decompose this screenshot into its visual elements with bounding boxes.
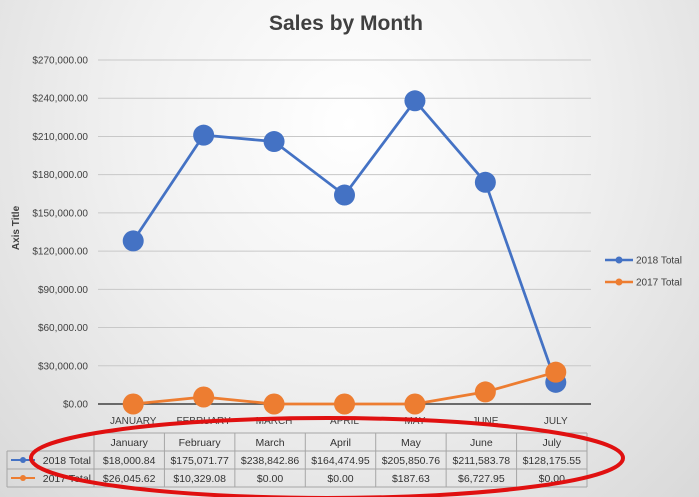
- table-legend-key-marker: [20, 475, 26, 481]
- x-tick-label: JANUARY: [110, 416, 157, 427]
- table-legend-key-marker: [20, 457, 26, 463]
- table-cell: $18,000.84: [103, 455, 156, 467]
- series-lines: [122, 90, 567, 415]
- legend-label: 2017 Total: [636, 278, 682, 289]
- y-tick-label: $240,000.00: [32, 94, 88, 105]
- table-header-cell: June: [470, 437, 493, 449]
- chart-title: Sales by Month: [269, 12, 423, 35]
- table-cell: $205,850.76: [382, 455, 441, 467]
- legend: 2018 Total 2017 Total: [605, 256, 682, 289]
- table-header-cell: April: [330, 437, 351, 449]
- data-point: [122, 393, 144, 415]
- table-row-label: 2018 Total: [43, 455, 91, 467]
- data-point: [193, 386, 215, 408]
- gridlines: [98, 59, 591, 405]
- y-tick-label: $270,000.00: [32, 56, 88, 67]
- table-cell: $175,071.77: [170, 455, 229, 467]
- table-header-cell: January: [111, 437, 149, 449]
- table-cell: $10,329.08: [173, 473, 226, 485]
- y-tick-label: $60,000.00: [38, 323, 88, 334]
- data-point: [474, 171, 496, 193]
- series-line: [132, 99, 558, 383]
- legend-key-marker: [615, 256, 623, 264]
- x-tick-label: APRIL: [330, 416, 359, 427]
- annotation-ellipse: [29, 416, 625, 497]
- table-cell: $187.63: [392, 473, 430, 485]
- table-header-cell: May: [401, 437, 422, 449]
- data-point: [545, 361, 567, 383]
- red-ellipse-annotation: [29, 416, 625, 497]
- data-point: [474, 381, 496, 403]
- table-cell: $211,583.78: [453, 455, 511, 467]
- table-cell: $0.00: [327, 473, 353, 485]
- data-point: [404, 393, 426, 415]
- x-tick-label: JUNE: [472, 416, 498, 427]
- y-tick-label: $180,000.00: [32, 170, 88, 181]
- y-tick-label: $210,000.00: [32, 132, 88, 143]
- table-header-cell: February: [179, 437, 222, 449]
- table-cell: $26,045.62: [103, 473, 156, 485]
- y-tick-label: $120,000.00: [32, 247, 88, 258]
- y-tick-label: $90,000.00: [38, 285, 88, 296]
- x-tick-label: JULY: [544, 416, 568, 427]
- y-tick-label: $30,000.00: [38, 361, 88, 372]
- data-point: [263, 131, 285, 153]
- data-table: January February March April May June July 2018…: [6, 432, 588, 488]
- y-tick-label: $0.00: [63, 400, 88, 411]
- table-cell: $6,727.95: [458, 473, 505, 485]
- data-point: [193, 124, 215, 146]
- data-point: [122, 230, 144, 252]
- legend-label: 2018 Total: [636, 256, 682, 267]
- table-cell: $238,842.86: [241, 455, 300, 467]
- y-axis-ticks: $0.00 $30,000.00 $60,000.00 $90,000.00 $120,…: [32, 56, 88, 411]
- table-cell: $164,474.95: [311, 455, 370, 467]
- table-cell: $0.00: [257, 473, 283, 485]
- x-tick-label: MARCH: [256, 416, 293, 427]
- y-axis-title: Axis Title: [11, 205, 22, 250]
- data-point: [263, 393, 285, 415]
- data-point: [334, 393, 355, 415]
- legend-key-marker: [615, 278, 623, 286]
- data-point: [404, 90, 426, 112]
- table-header-cell: July: [542, 437, 561, 449]
- data-point: [334, 184, 355, 206]
- table-header-cell: March: [255, 437, 284, 449]
- table-cell: $128,175.55: [523, 455, 582, 467]
- y-tick-label: $150,000.00: [32, 208, 88, 219]
